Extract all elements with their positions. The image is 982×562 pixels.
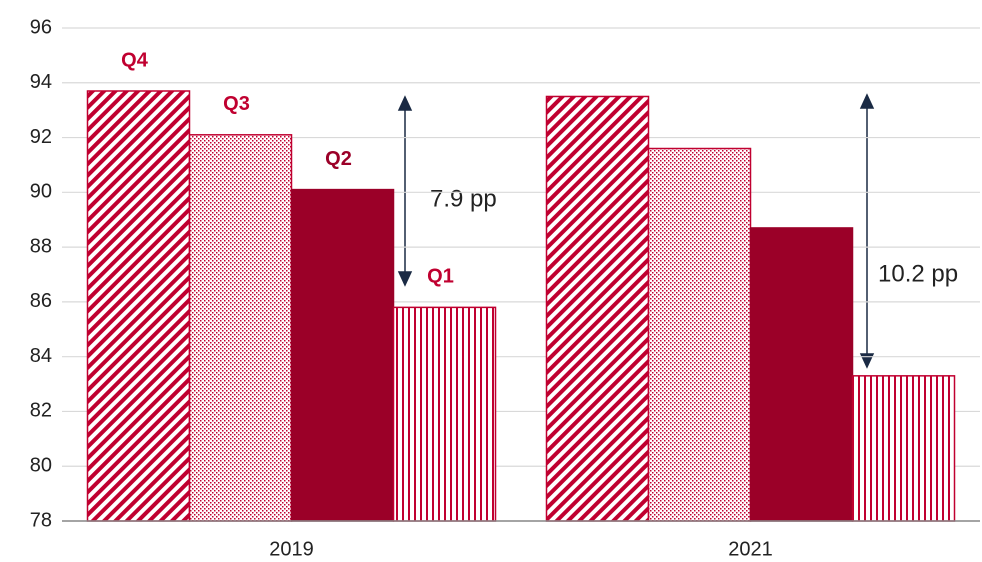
y-tick-label: 94 xyxy=(30,71,52,93)
bar xyxy=(545,95,650,522)
bar xyxy=(290,188,395,522)
series-label: Q1 xyxy=(427,266,454,288)
y-tick-label: 84 xyxy=(30,345,52,367)
bar xyxy=(86,90,191,522)
annotation: 7.9 pp xyxy=(430,185,497,212)
bar xyxy=(749,227,854,522)
bar xyxy=(851,375,956,522)
y-tick-label: 96 xyxy=(30,16,52,38)
y-tick-label: 92 xyxy=(30,126,52,148)
bar xyxy=(392,306,497,522)
y-tick-label: 86 xyxy=(30,290,52,312)
series-label: Q3 xyxy=(223,93,250,115)
y-tick-label: 88 xyxy=(30,235,52,257)
y-tick-label: 80 xyxy=(30,455,52,477)
arrow-head xyxy=(859,93,875,109)
x-tick-label: 2021 xyxy=(728,538,773,560)
series-label: Q2 xyxy=(325,148,352,170)
arrow-head xyxy=(397,271,413,287)
series-label: Q4 xyxy=(121,49,149,71)
annotation: 10.2 pp xyxy=(878,260,958,287)
arrow-head xyxy=(397,95,413,111)
bar xyxy=(647,147,752,522)
arrow-head xyxy=(859,353,875,369)
x-tick-label: 2019 xyxy=(269,538,314,560)
y-tick-label: 90 xyxy=(30,181,52,203)
y-tick-label: 82 xyxy=(30,400,52,422)
bar xyxy=(188,134,293,522)
y-tick-label: 78 xyxy=(30,509,52,531)
